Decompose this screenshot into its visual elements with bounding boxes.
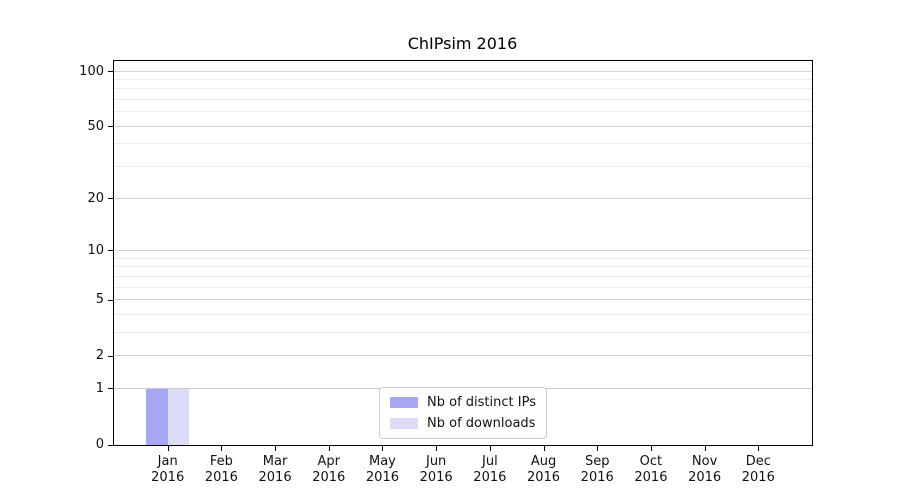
x-tick-mark <box>436 445 438 451</box>
gridline-minor <box>114 266 812 268</box>
x-tick-mark <box>650 445 652 451</box>
bar-nb-of-distinct-ips <box>146 388 168 445</box>
gridline-minor <box>114 166 812 168</box>
gridline-minor <box>114 286 812 288</box>
x-tick-mark <box>597 445 599 451</box>
x-tick-label: Sep 2016 <box>580 454 614 485</box>
x-tick-mark <box>382 445 384 451</box>
legend-row: Nb of downloads <box>390 416 536 431</box>
y-tick-label: 5 <box>95 292 104 307</box>
gridline-minor <box>114 275 812 277</box>
x-tick-label: Nov 2016 <box>688 454 722 485</box>
gridline-minor <box>114 257 812 259</box>
x-tick-mark <box>328 445 330 451</box>
x-tick-label: Jun 2016 <box>419 454 453 485</box>
gridline-major <box>114 355 812 357</box>
gridline-major <box>114 299 812 300</box>
x-tick-mark <box>704 445 706 451</box>
y-tick-label: 1 <box>95 380 104 396</box>
legend-label: Nb of distinct IPs <box>427 395 536 410</box>
gridline-minor <box>114 143 812 145</box>
x-tick-label: Apr 2016 <box>312 454 346 485</box>
y-tick-mark <box>108 126 114 128</box>
x-tick-label: Jan 2016 <box>151 454 185 485</box>
x-tick-mark <box>489 445 491 451</box>
x-tick-label: Mar 2016 <box>258 454 292 485</box>
legend-row: Nb of distinct IPs <box>390 395 536 410</box>
gridline-major <box>114 197 812 199</box>
gridline-major <box>114 70 812 72</box>
y-tick-label: 2 <box>95 348 104 364</box>
gridline-minor <box>114 99 812 101</box>
chart-title: ChIPsim 2016 <box>407 34 518 53</box>
x-tick-label: Jul 2016 <box>473 454 507 485</box>
bar-nb-of-downloads <box>167 388 190 445</box>
y-tick-mark <box>108 444 114 446</box>
legend-swatch <box>390 397 419 408</box>
x-tick-label: Aug 2016 <box>526 454 561 485</box>
y-tick-label: 100 <box>79 63 104 79</box>
legend-swatch <box>390 418 419 429</box>
x-tick-label: Oct 2016 <box>634 454 668 485</box>
gridline-minor <box>114 313 812 315</box>
plot-area: 0 1 2 5 10 20 50 100 Jan 2016 Feb 2016 Mar 2016 Apr 20… <box>79 60 813 485</box>
x-tick-label: May 2016 <box>365 454 399 485</box>
gridline-major <box>114 125 812 127</box>
y-tick-label: 50 <box>87 118 104 134</box>
x-tick-mark <box>221 445 223 451</box>
y-tick-mark <box>108 299 114 301</box>
y-tick-label: 10 <box>87 242 104 258</box>
legend-label: Nb of downloads <box>427 416 536 431</box>
y-tick-mark <box>108 355 114 357</box>
x-tick-mark <box>758 445 760 451</box>
x-tick-label: Feb 2016 <box>204 454 238 485</box>
legend: Nb of distinct IPs Nb of downloads <box>379 387 547 439</box>
y-tick-mark <box>108 388 114 390</box>
y-tick-mark <box>108 71 114 73</box>
gridline-minor <box>114 111 812 113</box>
y-tick-mark <box>108 198 114 200</box>
y-tick-label: 20 <box>87 190 104 206</box>
x-tick-label: Dec 2016 <box>741 454 775 485</box>
gridline-major <box>114 249 812 251</box>
gridline-minor <box>114 88 812 90</box>
y-tick-mark <box>108 250 114 252</box>
gridline-minor <box>114 331 812 333</box>
x-tick-mark <box>167 445 169 451</box>
gridline-minor <box>114 78 812 80</box>
y-tick-label: 0 <box>95 437 104 452</box>
x-tick-mark <box>543 445 545 451</box>
x-tick-mark <box>275 445 277 451</box>
